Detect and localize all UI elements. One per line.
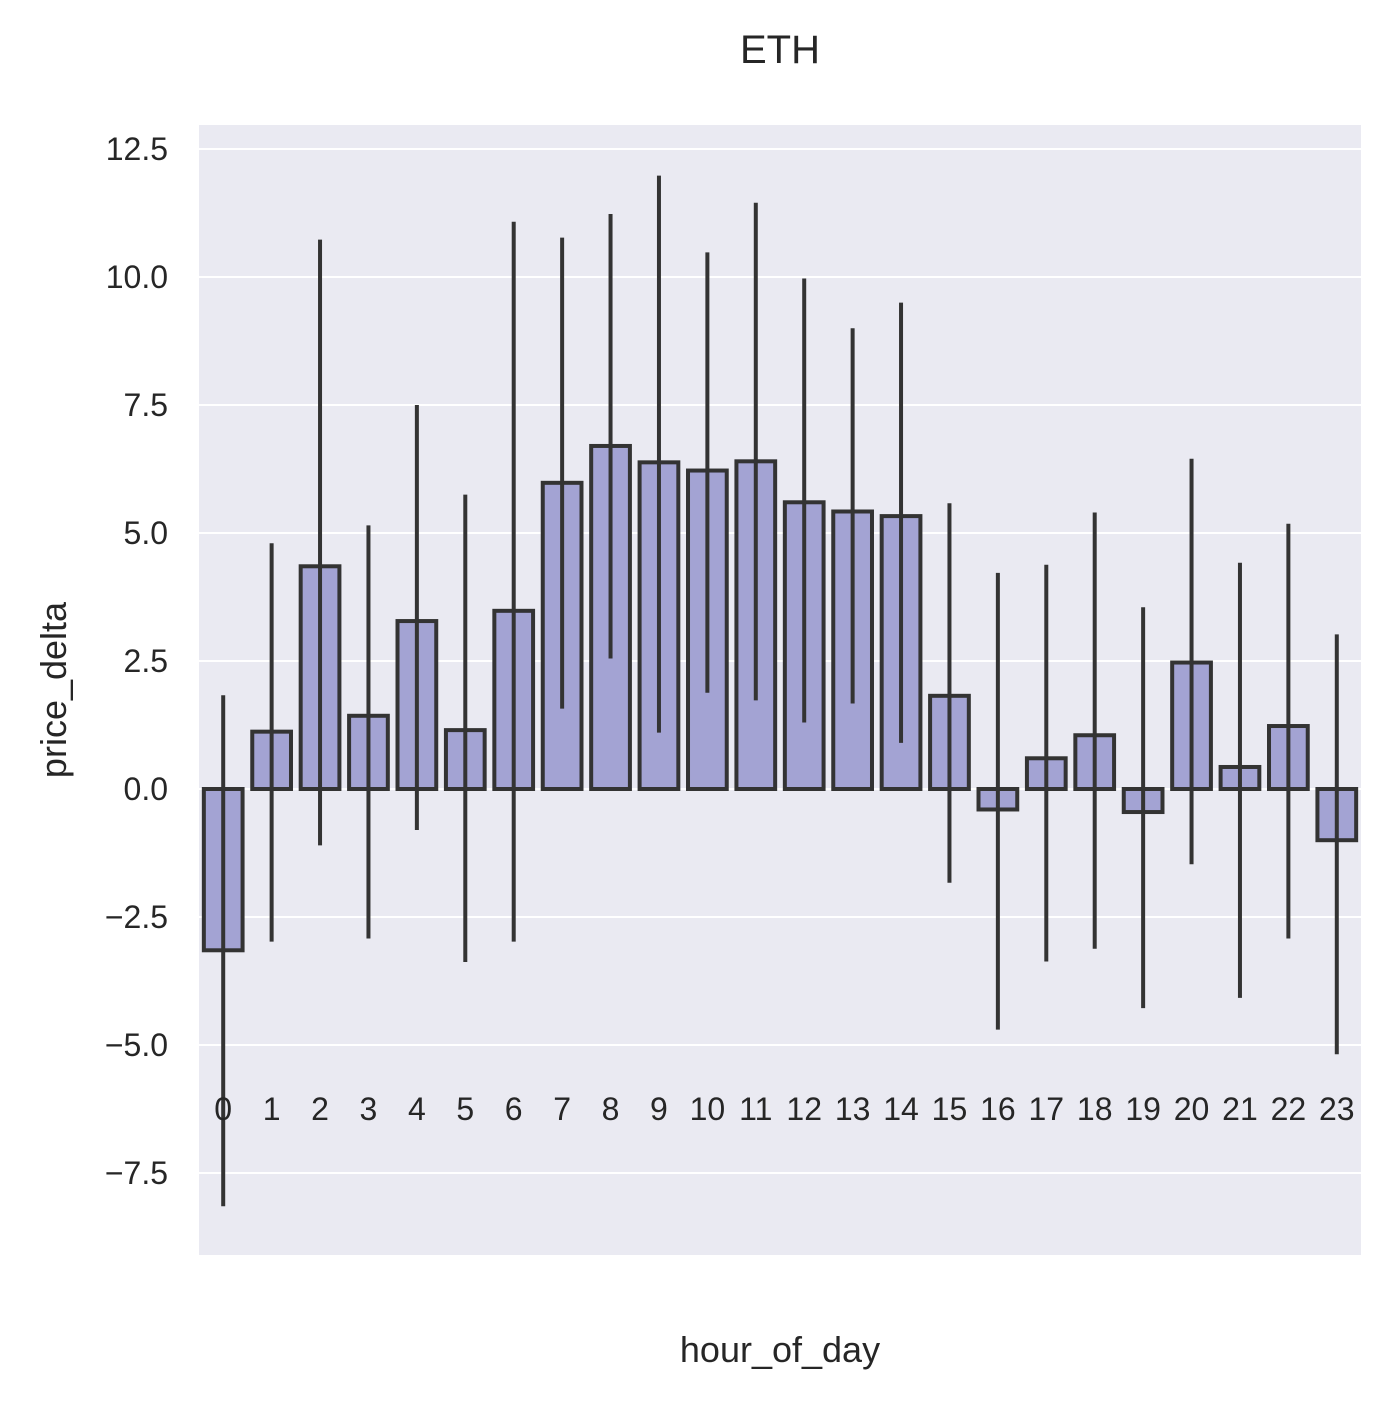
- y-axis-label: price_delta: [33, 601, 74, 778]
- x-tick-label: 8: [602, 1091, 620, 1127]
- x-tick-label: 7: [553, 1091, 571, 1127]
- y-tick-labels: −7.5 −5.0 −2.5 0.0 2.5 5.0 7.5 10.0 12.5: [105, 131, 168, 1191]
- x-tick-label: 0: [214, 1091, 232, 1127]
- y-tick-label: 12.5: [106, 131, 168, 167]
- x-tick-labels: 0 1 2 3 4 5 6 7 8 9 10 11 12 13 14 15 16 17 18 19 20 21 22 23: [214, 1091, 1354, 1127]
- x-tick-label: 13: [835, 1091, 871, 1127]
- y-tick-label: 5.0: [124, 515, 168, 551]
- x-tick-label: 20: [1174, 1091, 1210, 1127]
- y-tick-label: −7.5: [105, 1155, 168, 1191]
- x-tick-label: 14: [883, 1091, 919, 1127]
- error-bars: [221, 175, 1339, 1207]
- x-tick-label: 16: [980, 1091, 1016, 1127]
- chart-title: ETH: [740, 28, 820, 72]
- x-tick-label: 17: [1028, 1091, 1064, 1127]
- x-tick-label: 15: [932, 1091, 968, 1127]
- x-tick-label: 1: [263, 1091, 281, 1127]
- y-tick-label: −5.0: [105, 1027, 168, 1063]
- x-tick-label: 3: [360, 1091, 378, 1127]
- x-tick-label: 10: [690, 1091, 726, 1127]
- y-tick-label: 0.0: [124, 771, 168, 807]
- y-tick-label: 7.5: [124, 387, 168, 423]
- x-tick-label: 12: [786, 1091, 822, 1127]
- x-tick-label: 5: [456, 1091, 474, 1127]
- x-tick-label: 23: [1319, 1091, 1355, 1127]
- x-tick-label: 11: [739, 1091, 772, 1127]
- x-tick-label: 9: [650, 1091, 668, 1127]
- x-tick-label: 4: [408, 1091, 426, 1127]
- x-tick-label: 22: [1271, 1091, 1307, 1127]
- x-tick-label: 19: [1125, 1091, 1161, 1127]
- grid-lines: [199, 148, 1361, 1174]
- x-tick-label: 6: [505, 1091, 523, 1127]
- y-tick-label: −2.5: [105, 899, 168, 935]
- x-tick-label: 18: [1077, 1091, 1113, 1127]
- y-tick-label: 2.5: [124, 643, 168, 679]
- x-tick-label: 2: [311, 1091, 329, 1127]
- y-tick-label: 10.0: [106, 259, 168, 295]
- x-tick-label: 21: [1222, 1091, 1258, 1127]
- x-axis-label: hour_of_day: [680, 1329, 880, 1370]
- plot-area: [199, 125, 1361, 1255]
